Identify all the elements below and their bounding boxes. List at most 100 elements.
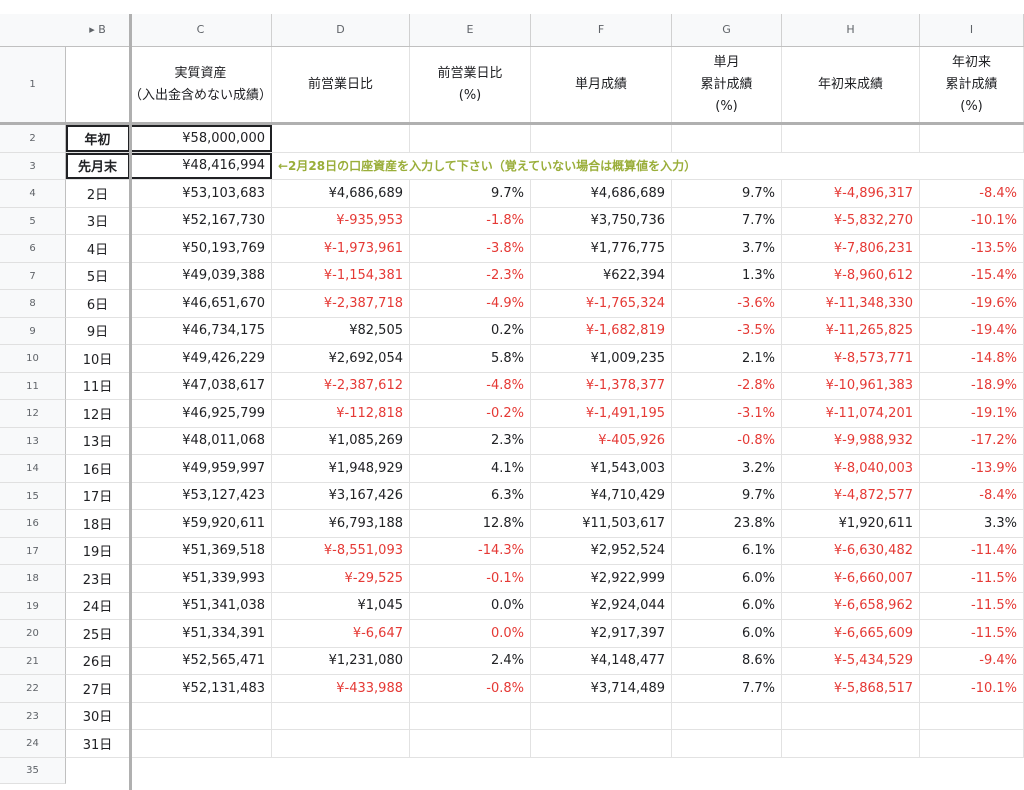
row-header-9[interactable]: 9 <box>0 317 66 345</box>
row-header-35[interactable]: 35 <box>0 757 66 784</box>
cell-d[interactable]: ¥-8,551,093 <box>272 537 410 564</box>
cell-c[interactable]: ¥53,127,423 <box>130 482 272 509</box>
row-header-15[interactable]: 15 <box>0 482 66 510</box>
cell-e[interactable]: -0.1% <box>410 565 531 592</box>
cell-g[interactable]: 9.7% <box>672 482 782 509</box>
cell-b[interactable]: 24日 <box>66 592 130 619</box>
cell-b[interactable]: 13日 <box>66 427 130 454</box>
cell-f[interactable]: ¥2,922,999 <box>531 565 672 592</box>
row-header-22[interactable]: 22 <box>0 675 66 703</box>
cell-i[interactable] <box>920 702 1024 729</box>
cell-h[interactable]: ¥-11,348,330 <box>782 290 920 317</box>
cell-f[interactable]: ¥-1,765,324 <box>531 290 672 317</box>
cell-h[interactable]: ¥-8,960,612 <box>782 262 920 289</box>
cell-d[interactable]: ¥-433,988 <box>272 675 410 702</box>
cell-b[interactable]: 9日 <box>66 317 130 344</box>
cell-d[interactable]: ¥-6,647 <box>272 620 410 647</box>
cell-d[interactable]: ¥6,793,188 <box>272 510 410 537</box>
cell-h[interactable]: ¥-5,832,270 <box>782 207 920 234</box>
row-header-18[interactable]: 18 <box>0 565 66 593</box>
cell-i[interactable]: -19.1% <box>920 400 1024 427</box>
cell-i[interactable]: 3.3% <box>920 510 1024 537</box>
cell-h[interactable]: ¥-4,896,317 <box>782 180 920 207</box>
cell-b[interactable]: 17日 <box>66 482 130 509</box>
cell-c[interactable]: ¥49,959,997 <box>130 455 272 482</box>
cell-g[interactable] <box>672 730 782 757</box>
cell-d[interactable]: ¥-935,953 <box>272 207 410 234</box>
cell-g[interactable]: 7.7% <box>672 675 782 702</box>
cell-f[interactable]: ¥1,009,235 <box>531 345 672 372</box>
start-value[interactable]: ¥58,000,000 <box>130 125 272 152</box>
cell-e[interactable]: -2.3% <box>410 262 531 289</box>
column-header-c[interactable]: C <box>130 14 272 46</box>
cell-f[interactable]: ¥4,710,429 <box>531 482 672 509</box>
cell-c[interactable]: ¥47,038,617 <box>130 372 272 399</box>
cell-c[interactable]: ¥59,920,611 <box>130 510 272 537</box>
cell-h[interactable]: ¥-6,630,482 <box>782 537 920 564</box>
row-header-17[interactable]: 17 <box>0 537 66 565</box>
cell-g[interactable]: 8.6% <box>672 647 782 674</box>
cell-c[interactable]: ¥52,565,471 <box>130 647 272 674</box>
cell-b[interactable]: 3日 <box>66 207 130 234</box>
empty-cell[interactable] <box>531 125 672 152</box>
empty-cell[interactable] <box>672 125 782 152</box>
empty-cell[interactable] <box>272 125 410 152</box>
cell-e[interactable]: -14.3% <box>410 537 531 564</box>
cell-i[interactable] <box>920 730 1024 757</box>
row-header-21[interactable]: 21 <box>0 647 66 675</box>
cell-c[interactable]: ¥51,369,518 <box>130 537 272 564</box>
header-e[interactable]: 前営業日比 (%) <box>410 47 531 122</box>
cell-c[interactable]: ¥53,103,683 <box>130 180 272 207</box>
cell-g[interactable]: 9.7% <box>672 180 782 207</box>
cell-h[interactable]: ¥-5,434,529 <box>782 647 920 674</box>
cell-d[interactable]: ¥-2,387,612 <box>272 372 410 399</box>
empty-cell[interactable] <box>410 125 531 152</box>
cell-h[interactable]: ¥-11,074,201 <box>782 400 920 427</box>
cell-b[interactable]: 11日 <box>66 372 130 399</box>
cell-b[interactable]: 23日 <box>66 565 130 592</box>
cell-g[interactable]: 3.7% <box>672 235 782 262</box>
cell-h[interactable]: ¥-4,872,577 <box>782 482 920 509</box>
cell-e[interactable]: -4.9% <box>410 290 531 317</box>
header-c[interactable]: 実質資産 （入出金含めない成績） <box>130 47 272 122</box>
cell-e[interactable]: 0.0% <box>410 592 531 619</box>
cell-g[interactable]: 2.1% <box>672 345 782 372</box>
cell-f[interactable]: ¥4,686,689 <box>531 180 672 207</box>
cell-d[interactable] <box>272 730 410 757</box>
row-header-12[interactable]: 12 <box>0 400 66 428</box>
cell-e[interactable]: 9.7% <box>410 180 531 207</box>
cell-f[interactable]: ¥1,543,003 <box>531 455 672 482</box>
cell-h[interactable]: ¥-8,040,003 <box>782 455 920 482</box>
cell-f[interactable]: ¥-405,926 <box>531 427 672 454</box>
cell-i[interactable]: -11.5% <box>920 620 1024 647</box>
cell-h[interactable]: ¥-8,573,771 <box>782 345 920 372</box>
cell-b[interactable]: 10日 <box>66 345 130 372</box>
cell-g[interactable]: 6.0% <box>672 565 782 592</box>
cell-g[interactable]: -3.5% <box>672 317 782 344</box>
cell-f[interactable]: ¥2,924,044 <box>531 592 672 619</box>
cell-f[interactable]: ¥4,148,477 <box>531 647 672 674</box>
column-header-i[interactable]: I <box>920 14 1024 46</box>
cell-b[interactable]: 30日 <box>66 702 130 729</box>
cell-f[interactable]: ¥622,394 <box>531 262 672 289</box>
cell-g[interactable]: -2.8% <box>672 372 782 399</box>
cell-d[interactable]: ¥2,692,054 <box>272 345 410 372</box>
cell-g[interactable] <box>672 702 782 729</box>
cell-f[interactable]: ¥2,952,524 <box>531 537 672 564</box>
cell-c[interactable]: ¥48,011,068 <box>130 427 272 454</box>
row-header-6[interactable]: 6 <box>0 235 66 263</box>
cell-i[interactable]: -11.4% <box>920 537 1024 564</box>
cell-b[interactable]: 5日 <box>66 262 130 289</box>
cell-b[interactable]: 31日 <box>66 730 130 757</box>
cell-c[interactable]: ¥49,039,388 <box>130 262 272 289</box>
cell-e[interactable]: 0.0% <box>410 620 531 647</box>
cell-b[interactable]: 18日 <box>66 510 130 537</box>
cell-b[interactable]: 2日 <box>66 180 130 207</box>
row-header-8[interactable]: 8 <box>0 290 66 318</box>
header-b[interactable] <box>66 47 130 122</box>
cell-i[interactable]: -14.8% <box>920 345 1024 372</box>
cell-i[interactable]: -8.4% <box>920 180 1024 207</box>
empty-cell[interactable] <box>920 125 1024 152</box>
cell-c[interactable]: ¥46,734,175 <box>130 317 272 344</box>
row-header-20[interactable]: 20 <box>0 620 66 648</box>
